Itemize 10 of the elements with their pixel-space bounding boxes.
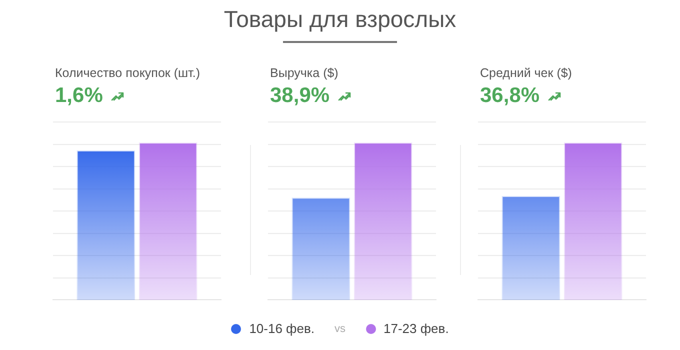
legend-label: 10-16 фев. — [248, 321, 314, 336]
legend-label: 17-23 фев. — [382, 321, 449, 336]
text: 38,9% — [270, 84, 330, 108]
chart-subtitle: Выручка ($) — [270, 66, 338, 80]
chart-subtitle: Количество покупок (шт.) — [55, 66, 200, 80]
chart-title: Товары для взрослых — [222, 6, 458, 33]
text: 1,6% — [55, 84, 103, 108]
text: 36,8% — [480, 84, 540, 108]
text: vs — [334, 322, 346, 334]
chart-subtitle: Средний чек ($) — [480, 66, 572, 80]
